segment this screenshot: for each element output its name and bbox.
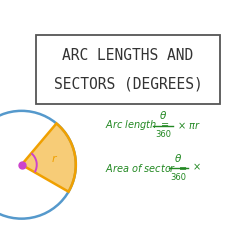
Text: ARC LENGTHS AND: ARC LENGTHS AND [62, 48, 194, 64]
Text: SECTORS (DEGREES): SECTORS (DEGREES) [54, 77, 203, 92]
Text: Area of sector $=$: Area of sector $=$ [105, 162, 188, 174]
Text: $\theta$: $\theta$ [174, 152, 182, 164]
FancyBboxPatch shape [36, 35, 220, 104]
Wedge shape [22, 124, 76, 192]
Text: 360: 360 [155, 130, 171, 140]
Text: Arc length $=$: Arc length $=$ [105, 118, 170, 132]
Text: $\theta$: $\theta$ [159, 110, 167, 122]
Text: r: r [51, 154, 56, 164]
Text: 360: 360 [170, 173, 186, 182]
Text: $\times$: $\times$ [192, 162, 201, 173]
Text: $\times$ $\pi$r: $\times$ $\pi$r [176, 120, 200, 131]
